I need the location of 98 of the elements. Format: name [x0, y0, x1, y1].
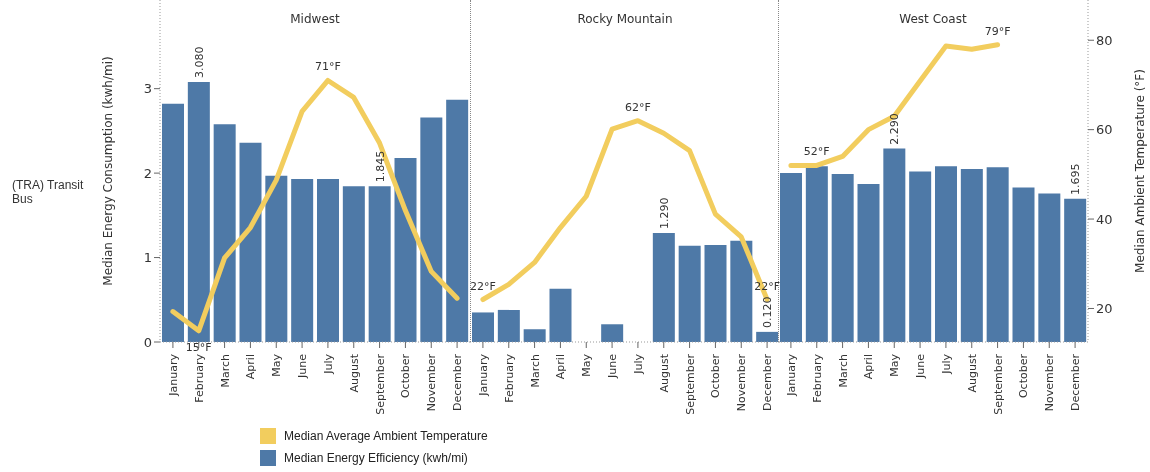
bar	[780, 173, 802, 342]
bar	[831, 173, 854, 342]
bar	[523, 329, 546, 342]
x-tick-label: May	[580, 353, 594, 377]
bar	[704, 244, 727, 342]
x-tick-label: November	[1043, 353, 1057, 412]
x-tick-label: February	[502, 353, 516, 403]
x-tick-label: June	[296, 353, 310, 379]
bar	[291, 179, 314, 342]
y-tick-label: 3	[143, 81, 152, 97]
bar	[1012, 187, 1035, 342]
x-tick-label: March	[218, 353, 232, 388]
data-label: 15°F	[185, 340, 212, 354]
y2-tick-label: 20	[1096, 301, 1113, 317]
data-label: 0.120	[761, 296, 775, 328]
x-tick-label: May	[270, 353, 284, 377]
y-tick-label: 2	[143, 165, 152, 181]
bar	[857, 184, 880, 342]
bar	[1038, 193, 1061, 342]
x-tick-label: April	[244, 354, 258, 380]
legend-label: Median Energy Efficiency (kwh/mi)	[283, 450, 469, 466]
x-tick-label: October	[709, 353, 723, 399]
data-label: 3.080	[192, 46, 206, 78]
bar	[678, 245, 701, 342]
x-tick-label: January	[476, 353, 490, 397]
data-label: 62°F	[625, 100, 651, 114]
x-tick-label: December	[451, 353, 465, 412]
data-label: 1.290	[657, 197, 671, 230]
x-tick-label: July	[939, 353, 953, 375]
x-tick-label: April	[862, 354, 876, 380]
bar	[420, 117, 443, 342]
legend-label: Median Average Ambient Temperature	[283, 428, 489, 444]
x-tick-label: October	[399, 353, 413, 399]
x-tick-label: September	[683, 353, 697, 415]
x-tick-label: May	[888, 353, 902, 377]
bar	[368, 186, 391, 342]
bar	[239, 142, 262, 342]
bar	[446, 99, 469, 342]
x-tick-label: July	[631, 353, 645, 375]
bar	[394, 157, 417, 342]
x-tick-label: September	[373, 353, 387, 415]
bar	[652, 233, 675, 342]
text: Rocky Mountain	[576, 12, 674, 26]
x-tick-label: September	[991, 353, 1005, 415]
x-tick-label: April	[554, 354, 568, 380]
x-tick-label: July	[321, 353, 335, 375]
bar	[213, 124, 236, 342]
x-tick-label: March	[836, 353, 850, 388]
y-axis-title: Median Energy Consumption (kwh/mi)	[101, 56, 116, 286]
x-tick-label: August	[965, 353, 979, 393]
x-tick-label: December	[1069, 353, 1083, 412]
bar	[317, 179, 339, 342]
text: Midwest	[289, 12, 341, 26]
data-label: 71°F	[315, 60, 341, 74]
bar	[601, 324, 624, 342]
y2-tick-label: 40	[1096, 211, 1113, 227]
bar	[960, 168, 983, 342]
data-label: 1.695	[1069, 163, 1083, 195]
x-tick-label: August	[657, 353, 671, 393]
bar	[1064, 198, 1087, 342]
y2-tick-label: 60	[1096, 122, 1113, 138]
bar	[265, 175, 288, 342]
data-label: 2.290	[888, 113, 902, 145]
x-tick-label: June	[914, 353, 928, 379]
x-tick-label: January	[166, 353, 180, 397]
bar	[935, 166, 957, 342]
x-tick-label: February	[192, 353, 206, 403]
bar	[497, 309, 520, 342]
y-tick-label: 1	[143, 250, 152, 266]
bar	[909, 171, 932, 342]
bar	[187, 81, 210, 342]
bar	[986, 167, 1009, 342]
bar	[756, 331, 779, 342]
text: West Coast	[898, 12, 968, 26]
bar	[805, 166, 828, 342]
y-tick-label: 0	[143, 334, 152, 350]
data-label: 1.845	[373, 150, 387, 183]
x-tick-label: March	[528, 353, 542, 388]
data-label: 22°F	[470, 279, 496, 293]
bar	[883, 148, 906, 342]
x-tick-label: November	[735, 353, 749, 412]
x-tick-label: December	[761, 353, 775, 412]
x-tick-label: June	[606, 353, 620, 379]
y2-axis-title: Median Ambient Temperature (°F)	[1133, 69, 1148, 273]
bar	[472, 312, 494, 342]
x-tick-label: January	[784, 353, 798, 397]
bar	[342, 186, 365, 342]
bar	[162, 103, 184, 342]
y2-tick-label: 80	[1096, 32, 1113, 48]
bar	[730, 240, 753, 342]
data-label: 52°F	[803, 145, 830, 159]
x-tick-label: November	[425, 353, 439, 412]
x-tick-label: August	[347, 353, 361, 393]
bar	[549, 288, 572, 342]
x-tick-label: February	[810, 353, 824, 403]
x-tick-label: October	[1017, 353, 1031, 399]
data-label: 79°F	[984, 24, 1011, 38]
text: (TRA) Transit Bus	[12, 178, 85, 206]
